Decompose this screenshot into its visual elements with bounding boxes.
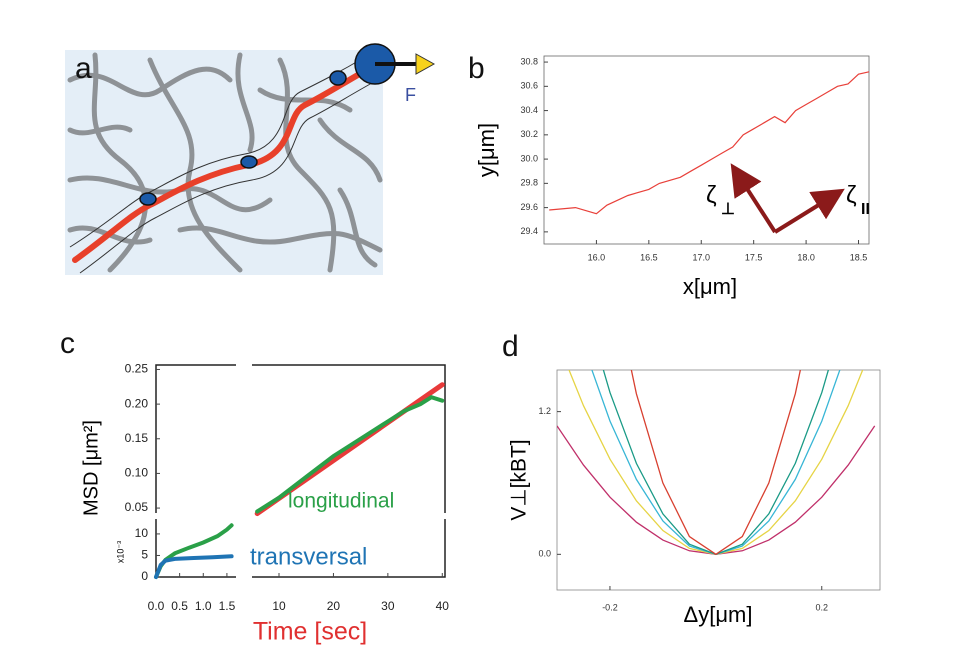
x-tick-label: 18.5 xyxy=(850,252,868,262)
x-tick-label: 18.0 xyxy=(797,252,815,262)
x-tick-label: 20 xyxy=(327,599,341,613)
annotation: ζ xyxy=(706,181,717,208)
force-label: F xyxy=(405,85,416,105)
plot-area xyxy=(155,364,446,578)
x-axis-label: Δy[μm] xyxy=(684,602,753,627)
x-tick-label: 10 xyxy=(272,599,286,613)
y-tick-label: 0 xyxy=(141,569,148,583)
tube-wall xyxy=(69,56,366,248)
curves xyxy=(557,370,876,556)
x-tick-label: 17.0 xyxy=(692,252,710,262)
y-tick-label: 0.20 xyxy=(125,396,149,410)
bead xyxy=(329,70,347,86)
y-axis-label: MSD [μm²] xyxy=(80,420,102,516)
series-label: longitudinal xyxy=(288,490,394,513)
y-tick-label: 30.0 xyxy=(520,153,538,163)
fit-curve xyxy=(630,370,802,556)
trajectory xyxy=(549,71,870,215)
x-tick-label: 16.5 xyxy=(640,252,658,262)
y-axis-label: V⊥[kBT] xyxy=(508,439,531,520)
force-arrowhead xyxy=(415,53,436,75)
annotation-subscript: II xyxy=(861,201,870,218)
x-tick-label: 0.2 xyxy=(815,602,828,612)
y-tick-label: 29.8 xyxy=(520,178,538,188)
x-axis-label: Time [sec] xyxy=(253,618,367,646)
bead xyxy=(240,155,258,169)
y-tick-label: 0.15 xyxy=(125,431,149,445)
y-tick-label: 30.6 xyxy=(520,81,538,91)
axis-break xyxy=(148,513,162,519)
y-tick-label: 10 xyxy=(135,526,149,540)
y-tick-label: 30.4 xyxy=(520,105,538,115)
y-axis-label: y[μm] xyxy=(474,123,499,177)
line xyxy=(154,554,234,579)
plot-area xyxy=(556,369,881,591)
plot-area xyxy=(543,55,870,245)
bead xyxy=(139,192,157,206)
y-tick-label: 29.6 xyxy=(520,202,538,212)
axis-break xyxy=(236,360,252,585)
panel-label: b xyxy=(468,52,485,85)
axis-break xyxy=(437,513,451,519)
panel-label: a xyxy=(75,52,92,85)
x-axis-label: x[μm] xyxy=(683,274,737,299)
line xyxy=(255,395,445,514)
y-tick-label: 1.2 xyxy=(538,406,551,416)
y-tick-label: 29.4 xyxy=(520,226,538,236)
y-tick-label: 30.8 xyxy=(520,56,538,66)
x-tick-label: 40 xyxy=(436,599,450,613)
x-tick-label: 30 xyxy=(381,599,395,613)
y-tick-label: 30.2 xyxy=(520,129,538,139)
y-tick-label: 0.0 xyxy=(538,549,551,559)
y-tick-label: 5 xyxy=(141,548,148,562)
y-tick-label: 0.05 xyxy=(125,500,149,514)
x-tick-label: 0.5 xyxy=(171,599,188,613)
x-tick-label: 17.5 xyxy=(745,252,763,262)
annotation-subscript: ⊥ xyxy=(721,201,735,218)
x-tick-label: 0.0 xyxy=(148,599,165,613)
diagram-a: F a xyxy=(65,43,436,275)
line xyxy=(154,523,234,579)
panel-label: d xyxy=(502,330,519,363)
annotation: ζ xyxy=(846,181,857,208)
y-tick-label: 0.10 xyxy=(125,466,149,480)
tube-wall xyxy=(79,82,373,274)
x-tick-label: -0.2 xyxy=(602,602,618,612)
arrow xyxy=(773,188,845,234)
series-label: transversal xyxy=(250,543,367,570)
y-tick-label: 0.25 xyxy=(125,362,149,376)
x-tick-label: 1.0 xyxy=(195,599,212,613)
panel-label: c xyxy=(60,327,75,360)
x-tick-label: 16.0 xyxy=(588,252,606,262)
arrow xyxy=(730,163,777,234)
y-multiplier: x10⁻³ xyxy=(115,541,125,563)
x-tick-label: 1.5 xyxy=(219,599,236,613)
